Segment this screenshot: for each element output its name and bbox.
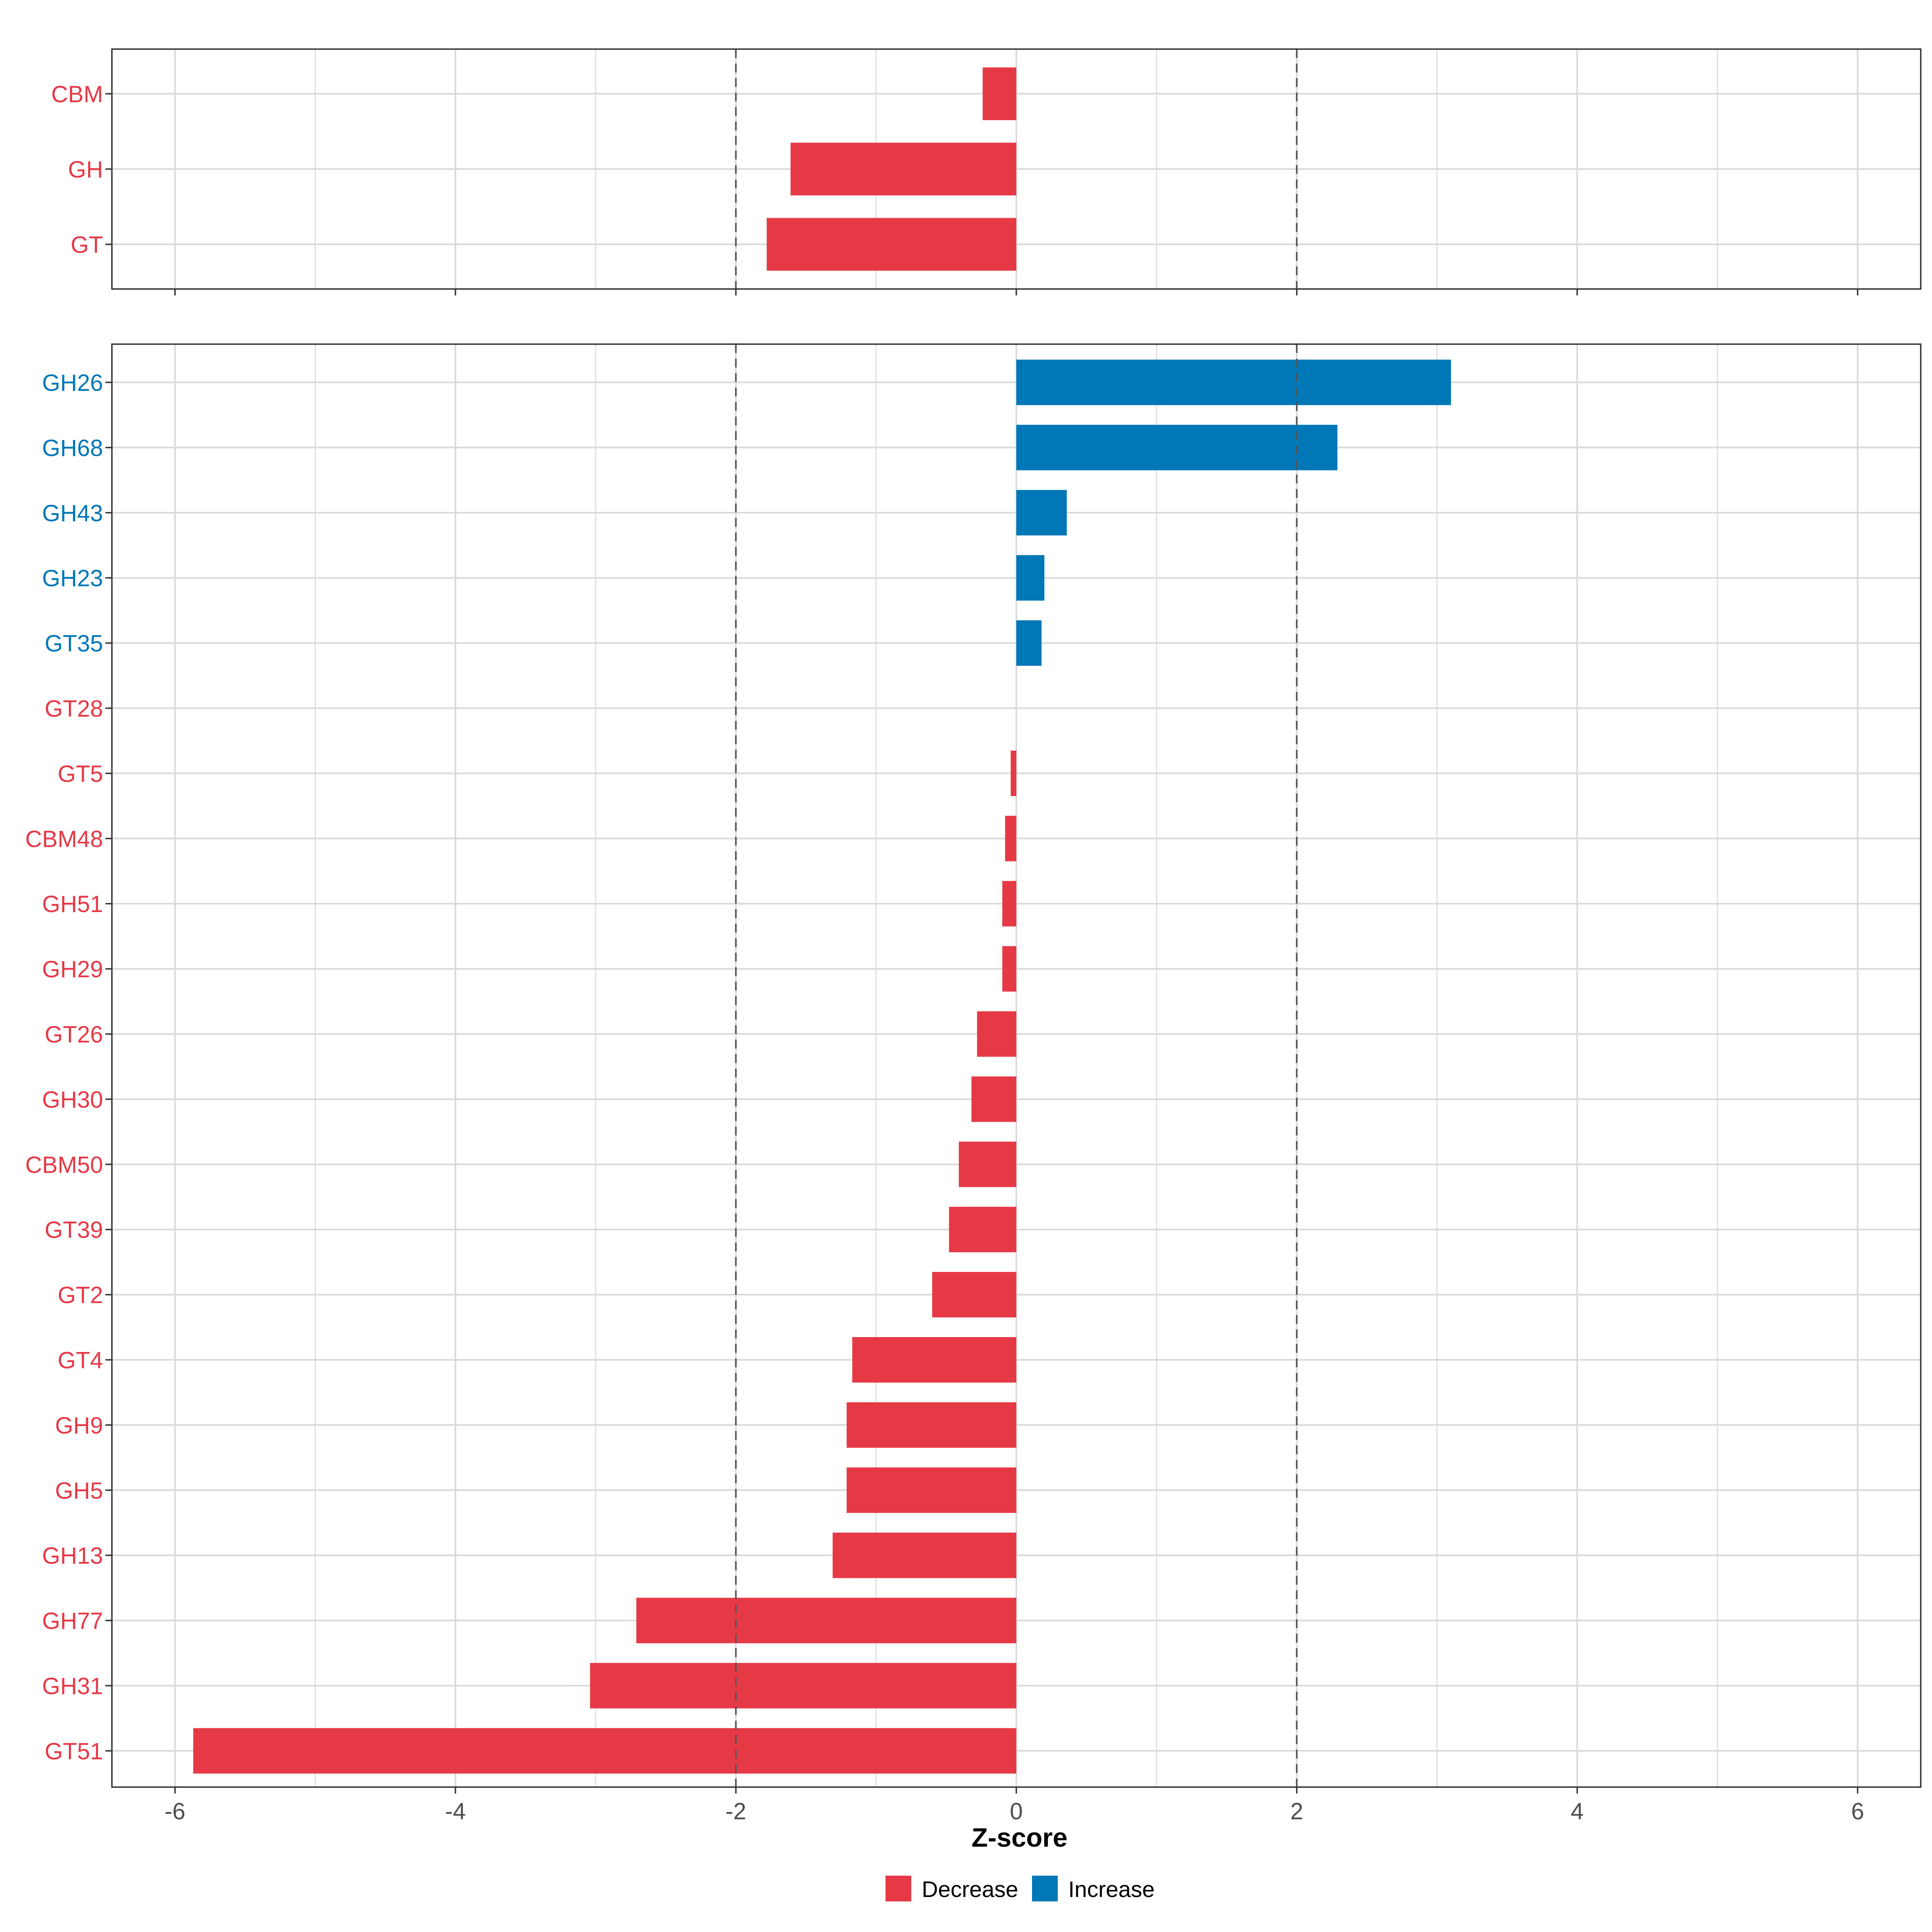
bar-cbm48 xyxy=(1005,815,1016,861)
bar-gh29 xyxy=(1002,946,1016,992)
bar-gh30 xyxy=(971,1076,1016,1122)
bar-gh23 xyxy=(1016,555,1044,601)
bar-gt4 xyxy=(852,1337,1016,1383)
y-tick-label-cbm: CBM xyxy=(51,81,103,107)
x-tick-label: 4 xyxy=(1571,1798,1583,1825)
panel-top: CBM GH GT xyxy=(51,48,1922,295)
x-tick-label: 2 xyxy=(1290,1798,1303,1825)
y-tick-label-gh26: GH26 xyxy=(42,370,103,396)
y-tick-label-gt2: GT2 xyxy=(58,1282,103,1309)
y-tick-label-gt4: GT4 xyxy=(58,1348,103,1374)
bar-gh43 xyxy=(1016,490,1067,536)
y-tick-label-gh23: GH23 xyxy=(42,566,103,592)
y-tick-label-gt26: GT26 xyxy=(45,1022,103,1048)
y-tick-label-gt39: GT39 xyxy=(45,1217,103,1243)
y-tick-label-cbm48: CBM48 xyxy=(25,826,103,852)
bar-gt51 xyxy=(193,1728,1017,1774)
bar-gt2 xyxy=(932,1272,1016,1318)
bar-gt5 xyxy=(1011,750,1016,796)
y-tick-label-gt5: GT5 xyxy=(58,761,103,787)
bar-gh31 xyxy=(590,1663,1016,1709)
bar-cbm50 xyxy=(959,1141,1016,1187)
legend: Decrease Increase xyxy=(886,1876,1155,1902)
y-tick-label-gh13: GH13 xyxy=(42,1543,103,1569)
legend-label-increase: Increase xyxy=(1068,1876,1155,1902)
bar-gt26 xyxy=(977,1011,1016,1057)
bar-gt39 xyxy=(949,1207,1016,1253)
x-tick-label: -2 xyxy=(725,1798,746,1825)
bar-gh51 xyxy=(1002,881,1016,927)
x-tick-label: 0 xyxy=(1010,1798,1023,1825)
panel-bottom: GH26 GH68 GH43 GH23 GT35 GT28 GT5 CBM48 GH51 GH29… xyxy=(25,343,1922,1825)
y-tick-label-gt35: GT35 xyxy=(45,631,103,657)
bar-gh xyxy=(791,142,1016,196)
bar-gh77 xyxy=(636,1598,1016,1643)
y-tick-label-gt28: GT28 xyxy=(45,696,103,722)
bar-gt35 xyxy=(1016,620,1042,666)
y-tick-label-gh68: GH68 xyxy=(42,435,103,461)
y-tick-label-gh29: GH29 xyxy=(42,956,103,983)
y-tick-label-gh51: GH51 xyxy=(42,891,103,917)
y-tick-label-gh77: GH77 xyxy=(42,1608,103,1634)
x-tick-label: 6 xyxy=(1851,1798,1864,1825)
y-tick-label-gt51: GT51 xyxy=(45,1738,103,1765)
bar-gt xyxy=(766,218,1016,271)
x-tick-label: -6 xyxy=(165,1798,186,1825)
y-tick-label-cbm50: CBM50 xyxy=(25,1152,103,1178)
y-tick-label-gh9: GH9 xyxy=(55,1412,103,1439)
y-tick-label-gh5: GH5 xyxy=(55,1478,103,1504)
y-tick-label-gh31: GH31 xyxy=(42,1673,103,1699)
legend-swatch-decrease xyxy=(886,1876,911,1901)
legend-label-decrease: Decrease xyxy=(922,1876,1018,1902)
x-axis-title: Z-score xyxy=(972,1823,1067,1852)
bar-gh5 xyxy=(846,1467,1016,1513)
y-tick-label-gh: GH xyxy=(68,157,103,183)
legend-swatch-increase xyxy=(1032,1876,1058,1901)
y-tick-label-gh43: GH43 xyxy=(42,500,103,526)
chart-panels: CBMGHGTGH26GH68GH43GH23GT35GT28GT5CBM48G… xyxy=(25,48,1922,1825)
bar-cbm xyxy=(983,67,1016,120)
x-tick-label: -4 xyxy=(445,1798,466,1825)
bar-gh9 xyxy=(846,1402,1016,1448)
bar-gh26 xyxy=(1016,359,1451,405)
y-tick-label-gh30: GH30 xyxy=(42,1087,103,1113)
bar-gh13 xyxy=(832,1532,1016,1578)
bar-gh68 xyxy=(1016,425,1338,471)
y-tick-label-gt: GT xyxy=(70,232,103,258)
